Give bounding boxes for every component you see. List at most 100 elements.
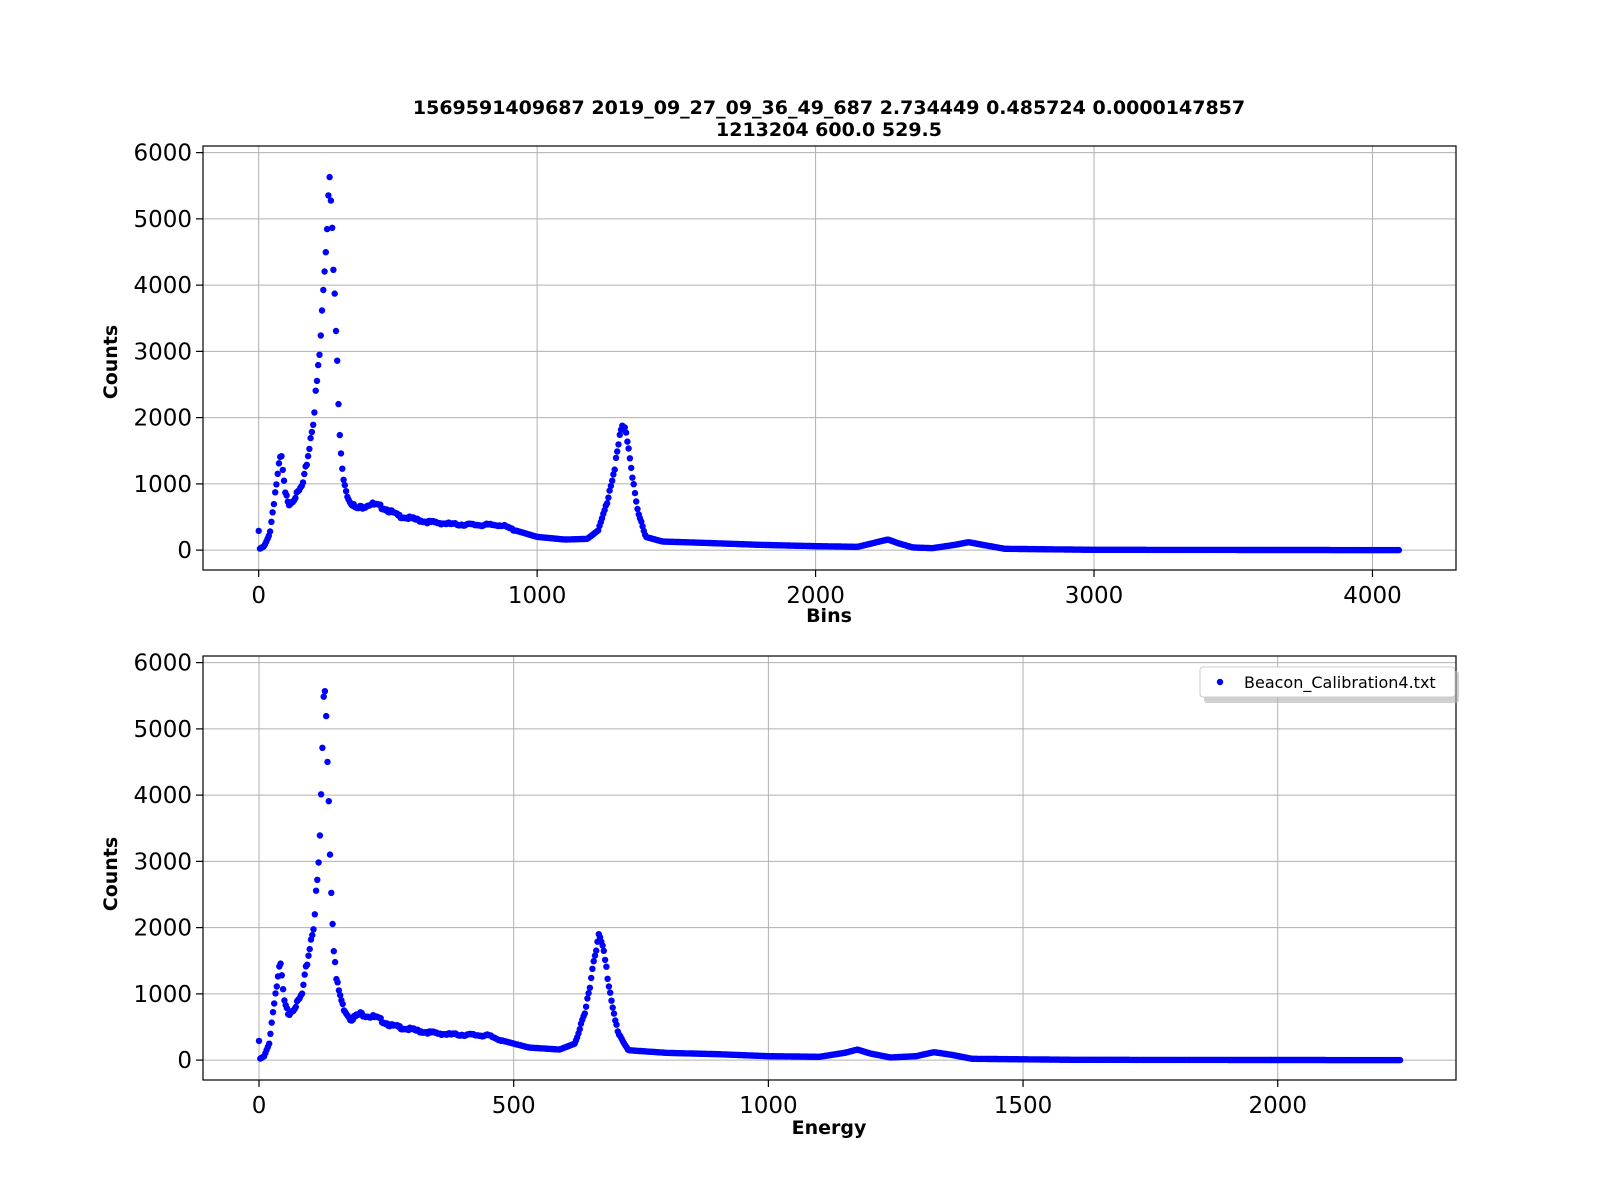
data-point	[327, 197, 335, 204]
y-tick-label: 1000	[133, 982, 192, 1008]
data-point	[582, 1003, 590, 1010]
data-point	[283, 492, 290, 499]
x-tick-label: 3000	[1065, 583, 1124, 609]
data-point	[266, 528, 274, 535]
data-point	[339, 465, 346, 472]
data-point	[280, 477, 288, 484]
y-tick-label: 5000	[133, 717, 192, 743]
data-point	[634, 505, 641, 513]
data-point	[603, 500, 611, 507]
data-point	[271, 1000, 278, 1007]
data-points	[255, 173, 1403, 554]
data-point	[314, 876, 321, 883]
data-point	[322, 249, 329, 256]
data-point	[330, 948, 337, 955]
x-tick-label: 1500	[994, 1093, 1053, 1119]
data-point	[300, 981, 307, 988]
data-point	[328, 889, 335, 897]
x-tick-label: 500	[492, 1093, 536, 1119]
data-point	[576, 1025, 583, 1033]
y-tick-label: 2000	[133, 916, 192, 942]
legend: Beacon_Calibration4.txt	[1199, 666, 1459, 703]
data-point	[326, 851, 334, 858]
data-point	[255, 1037, 263, 1045]
data-point	[292, 494, 299, 502]
data-point	[335, 987, 343, 994]
top-plot-ylabel: Counts	[100, 325, 122, 399]
data-point	[337, 450, 345, 457]
data-point	[315, 361, 322, 369]
data-point	[309, 931, 316, 939]
data-point	[266, 1040, 273, 1047]
x-tick-label: 0	[251, 583, 266, 609]
data-point	[301, 470, 308, 478]
data-point	[304, 452, 312, 460]
data-point	[625, 445, 632, 452]
data-point	[610, 1010, 618, 1017]
y-tick-label: 0	[177, 1048, 192, 1074]
data-point	[292, 1003, 299, 1011]
data-point	[269, 509, 276, 516]
data-point	[586, 984, 594, 991]
data-point	[622, 429, 630, 436]
data-point	[274, 470, 281, 477]
data-point	[270, 500, 278, 508]
data-point	[336, 431, 343, 439]
legend-label: Beacon_Calibration4.txt	[1244, 673, 1436, 693]
data-point	[334, 979, 341, 986]
data-point	[308, 428, 316, 436]
data-point	[332, 327, 340, 335]
data-point	[312, 887, 320, 894]
data-point	[608, 997, 615, 1004]
data-point	[605, 494, 612, 501]
data-point	[321, 688, 329, 695]
data-point	[299, 479, 307, 486]
data-point	[607, 482, 615, 490]
data-point	[279, 466, 286, 474]
y-tick-label: 1000	[133, 472, 192, 498]
data-point	[318, 307, 326, 314]
bottom-plot: 0 500 1000 1500 2000 0 1000 2000 3000 4000 5000 600…	[133, 651, 1457, 1119]
data-point	[340, 476, 347, 483]
y-tick-label: 4000	[133, 783, 192, 809]
data-point	[267, 1030, 274, 1038]
data-point	[630, 481, 637, 488]
data-point	[272, 489, 279, 496]
data-point	[331, 958, 339, 966]
plot-frame	[202, 655, 1457, 1081]
data-point	[628, 464, 635, 472]
data-point	[323, 712, 330, 720]
data-point	[621, 424, 628, 431]
data-point	[317, 791, 325, 798]
data-point	[330, 266, 337, 273]
data-point	[273, 983, 280, 990]
data-point	[605, 983, 613, 990]
data-point	[609, 1004, 616, 1011]
data-point	[616, 431, 623, 438]
bottom-plot-ylabel: Counts	[100, 837, 122, 911]
data-point	[275, 460, 283, 467]
data-point	[614, 448, 621, 455]
y-tick-label: 6000	[133, 651, 192, 677]
data-point	[306, 445, 313, 453]
data-point	[310, 421, 317, 428]
data-point	[303, 461, 310, 468]
data-point	[581, 1010, 588, 1017]
x-tick-label: 4000	[1343, 583, 1402, 609]
data-point	[320, 693, 327, 700]
data-point	[601, 956, 609, 964]
top-plot: 0 1000 2000 3000 4000 0 1000 2000 3000 4000 5000 60…	[133, 141, 1457, 609]
data-point	[590, 958, 597, 965]
data-point	[313, 377, 321, 385]
data-point	[278, 453, 285, 460]
data-point	[603, 963, 610, 970]
data-point	[306, 945, 313, 953]
data-point	[588, 974, 595, 982]
data-point	[325, 192, 332, 199]
data-point	[633, 498, 640, 505]
chart-title-line1: 1569591409687 2019_09_27_09_36_49_687 2.…	[413, 97, 1245, 119]
data-point	[311, 911, 318, 918]
x-tick-label: 0	[252, 1093, 267, 1119]
x-tick-label: 1000	[508, 583, 567, 609]
